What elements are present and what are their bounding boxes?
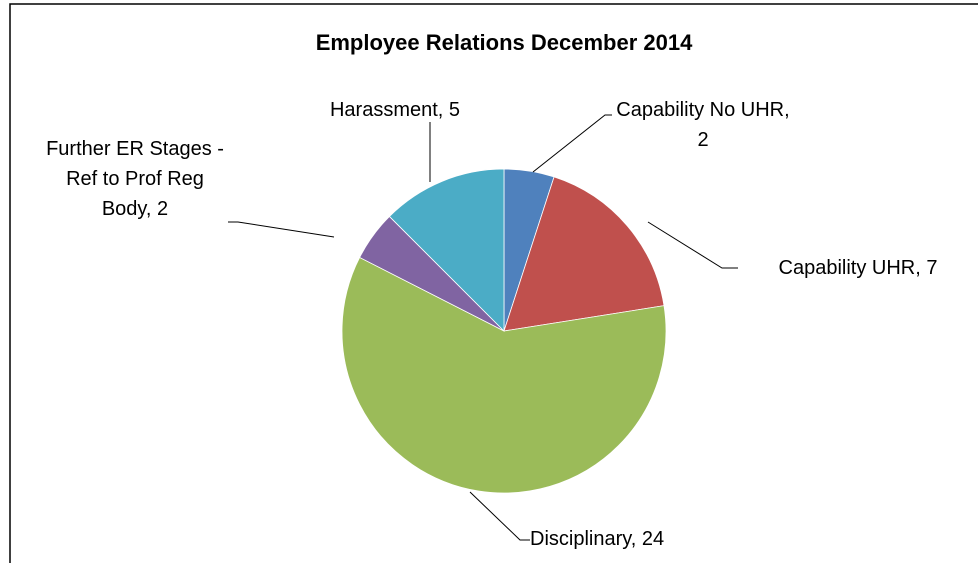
- pie-slice: [503, 176, 665, 332]
- leader-line: [532, 114, 612, 173]
- leader-line: [469, 491, 530, 541]
- leader-lines: [228, 114, 738, 541]
- chart-title: Employee Relations December 2014: [315, 30, 693, 55]
- data-label: Capability UHR, 7: [778, 257, 938, 279]
- pie: [341, 168, 667, 494]
- pie-slice: [388, 168, 505, 332]
- data-label: Further ER Stages - Ref to Prof Reg Body…: [46, 138, 224, 220]
- data-label: Harassment, 5: [329, 99, 461, 121]
- pie-slice: [341, 256, 667, 494]
- leader-line: [647, 221, 738, 269]
- data-label: Capability No UHR, 2: [616, 99, 790, 151]
- leader-line: [228, 221, 335, 238]
- chart-border: [9, 3, 978, 563]
- data-label: Disciplinary, 24: [530, 528, 665, 550]
